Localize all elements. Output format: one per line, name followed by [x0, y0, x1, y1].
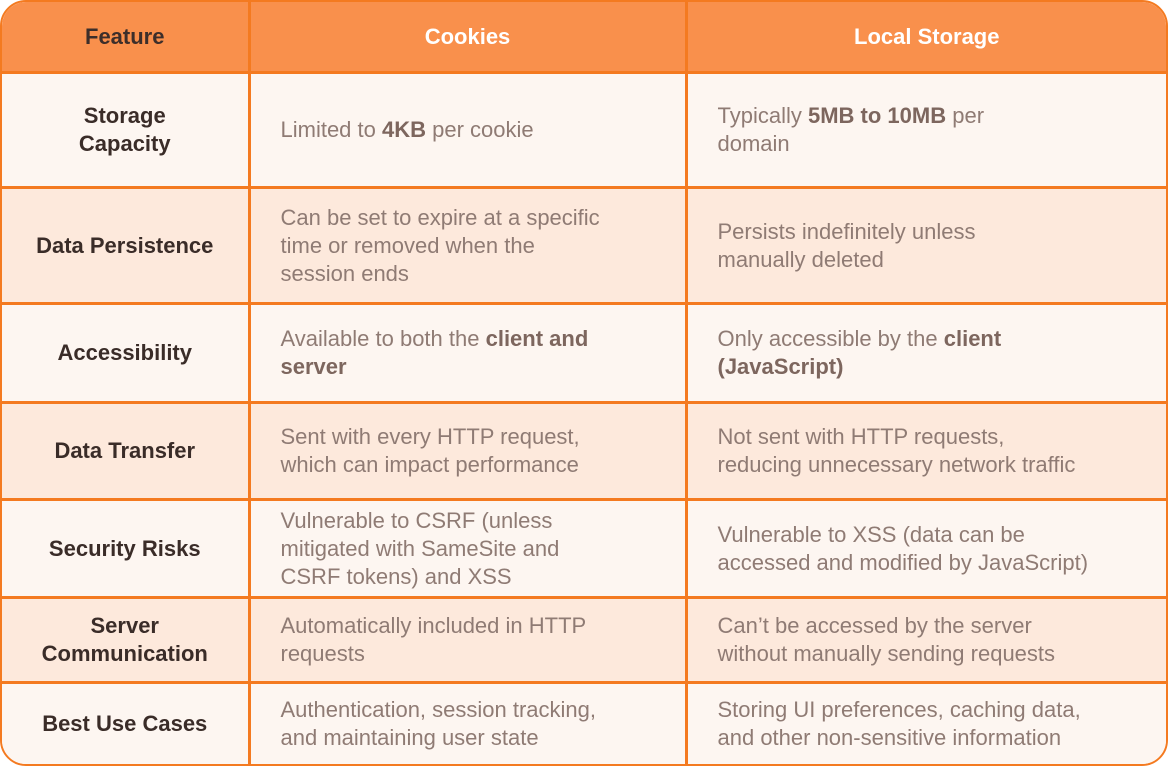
text: Available to both the: [280, 326, 486, 351]
text: Not sent with HTTP requests, reducing un…: [717, 424, 1076, 477]
local-storage-cell: Can’t be accessed by the server without …: [684, 596, 1166, 684]
local-storage-cell: Not sent with HTTP requests, reducing un…: [684, 401, 1166, 501]
text: Persists indefinitely unless manually de…: [717, 218, 976, 272]
text: Sent with every HTTP request, which can …: [280, 424, 580, 477]
feature-cell: Accessibility: [2, 302, 251, 404]
text: Automatically included in HTTP requests: [280, 613, 587, 666]
text: Can’t be accessed by the server without …: [717, 613, 1056, 666]
table-header-row: Feature Cookies Local Storage: [2, 2, 1166, 74]
bold-text: 4KB: [382, 117, 427, 142]
text: per cookie: [426, 117, 534, 142]
header-feature: Feature: [2, 2, 251, 74]
text: Only accessible by the: [717, 326, 944, 351]
text: Vulnerable to XSS (data can be accessed …: [717, 521, 1089, 575]
header-local-storage: Local Storage: [684, 2, 1166, 74]
local-storage-cell: Vulnerable to XSS (data can be accessed …: [684, 498, 1166, 599]
feature-cell: Security Risks: [2, 498, 251, 599]
bold-text: 5MB to 10MB: [807, 103, 947, 128]
table-row: Server Communication Automatically includ…: [2, 596, 1166, 684]
text: Storing UI preferences, caching data, an…: [717, 697, 1081, 751]
feature-cell: Data Transfer: [2, 401, 251, 501]
text: per domain: [717, 103, 985, 156]
feature-cell: Data Persistence: [2, 186, 251, 305]
feature-cell: Best Use Cases: [2, 681, 251, 764]
text: Limited to: [280, 117, 382, 142]
cookies-cell: Sent with every HTTP request, which can …: [247, 401, 688, 501]
text: Vulnerable to CSRF (unless mitigated wit…: [280, 507, 560, 589]
table-row: Best Use Cases Authentication, session tr…: [2, 681, 1166, 764]
bold-text: client (JavaScript): [717, 326, 1002, 379]
text: Can be set to expire at a specific time …: [280, 204, 600, 286]
header-cookies: Cookies: [247, 2, 688, 74]
cookies-cell: Vulnerable to CSRF (unless mitigated wit…: [247, 498, 688, 599]
table-row: Data Persistence Can be set to expire at …: [2, 186, 1166, 305]
cookies-cell: Available to both the client and server: [247, 302, 688, 404]
table-row: Data Transfer Sent with every HTTP reques…: [2, 401, 1166, 501]
cookies-cell: Automatically included in HTTP requests: [247, 596, 688, 684]
table-row: Storage Capacity Limited to 4KB per cooki…: [2, 71, 1166, 189]
table-row: Security Risks Vulnerable to CSRF (unless…: [2, 498, 1166, 599]
feature-cell: Storage Capacity: [2, 71, 251, 189]
bold-text: client and server: [280, 326, 589, 379]
local-storage-cell: Storing UI preferences, caching data, an…: [684, 681, 1166, 764]
feature-cell: Server Communication: [2, 596, 251, 684]
local-storage-cell: Only accessible by the client (JavaScrip…: [684, 302, 1166, 404]
cookies-cell: Can be set to expire at a specific time …: [247, 186, 688, 305]
local-storage-cell: Persists indefinitely unless manually de…: [684, 186, 1166, 305]
cookies-cell: Limited to 4KB per cookie: [247, 71, 688, 189]
cookies-cell: Authentication, session tracking, and ma…: [247, 681, 688, 764]
text: Authentication, session tracking, and ma…: [280, 697, 597, 751]
table-row: Accessibility Available to both the clien…: [2, 302, 1166, 404]
local-storage-cell: Typically 5MB to 10MB per domain: [684, 71, 1166, 189]
text: Typically: [717, 103, 808, 128]
